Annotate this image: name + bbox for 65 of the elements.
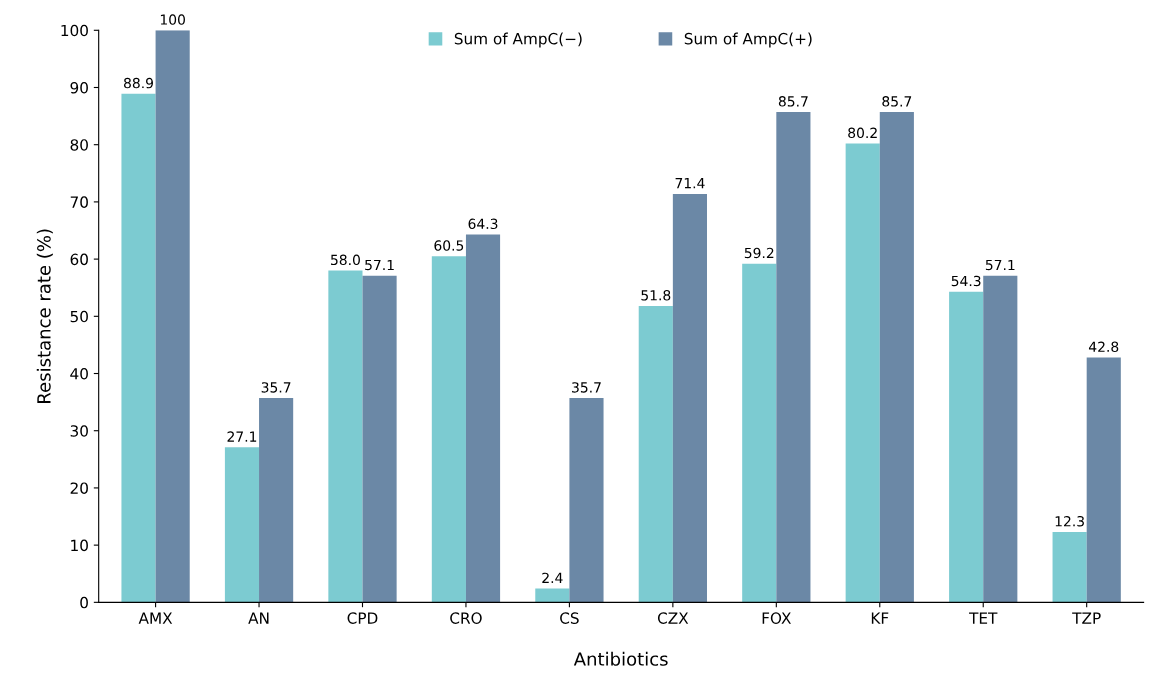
bar: [949, 291, 984, 603]
data-label: 27.1: [227, 431, 257, 442]
data-label: 100: [160, 14, 185, 25]
y-tick-label: 40: [70, 367, 88, 380]
y-tick-label: 10: [71, 539, 88, 552]
bar: [465, 234, 501, 603]
data-label: 54.3: [951, 275, 981, 287]
bar: [362, 275, 397, 603]
data-label: 64.3: [468, 218, 498, 230]
bar: [742, 263, 777, 603]
data-label: 42.8: [1088, 341, 1119, 353]
x-tick-label: CS: [560, 612, 579, 624]
data-label: 57.1: [365, 259, 394, 271]
y-tick-label: 70: [70, 196, 88, 208]
y-tick-label: 0: [80, 596, 88, 609]
data-label: 35.7: [572, 382, 601, 393]
x-tick-label: TET: [969, 612, 998, 624]
x-tick-label: AMX: [138, 612, 173, 624]
data-label: 59.2: [744, 247, 774, 259]
bar: [845, 143, 880, 603]
y-tick-label: 30: [70, 425, 88, 437]
x-tick-label: TZP: [1072, 612, 1101, 624]
legend-label: Sum of AmpC(+): [684, 32, 812, 48]
bar: [776, 112, 811, 603]
bar: [155, 30, 190, 603]
data-label: 58.0: [331, 254, 360, 266]
bar: [638, 306, 673, 603]
y-tick-label: 20: [70, 482, 88, 494]
data-label: 85.7: [778, 96, 808, 107]
bar: [983, 275, 1018, 603]
data-label: 60.5: [434, 240, 464, 251]
bar: [224, 447, 260, 603]
data-label: 57.1: [985, 259, 1015, 271]
y-tick-label: 100: [61, 24, 88, 37]
x-tick-label: CRO: [450, 612, 482, 624]
bar: [121, 93, 156, 603]
bar: [259, 398, 294, 603]
bar: [879, 112, 914, 603]
data-label: 35.7: [261, 382, 291, 393]
data-label: 80.2: [848, 127, 877, 139]
x-tick-label: AN: [248, 612, 269, 624]
data-label: 51.8: [641, 290, 671, 301]
data-label: 85.7: [882, 96, 912, 107]
data-label: 71.4: [675, 178, 705, 189]
x-tick-label: CPD: [347, 612, 378, 624]
y-tick-label: 60: [70, 253, 88, 266]
y-axis-title: Resistance rate (%): [36, 229, 53, 403]
data-label: 12.3: [1055, 516, 1084, 527]
x-tick-label: FOX: [762, 612, 791, 624]
bar: [328, 270, 363, 603]
x-axis-title: Antibiotics: [573, 651, 668, 666]
legend-label: Sum of AmpC(−): [454, 32, 582, 48]
bar: [1086, 357, 1121, 603]
bar: [672, 193, 707, 603]
y-tick-label: 90: [70, 81, 88, 94]
y-tick-label: 50: [70, 310, 88, 323]
bar: [535, 588, 570, 603]
x-tick-label: KF: [871, 612, 889, 624]
x-tick-label: CZX: [657, 612, 689, 624]
data-label: 88.9: [123, 77, 153, 89]
bar: [569, 398, 604, 603]
bar: [431, 256, 466, 603]
data-label: 2.4: [542, 572, 563, 583]
y-tick-label: 80: [70, 139, 88, 151]
bar: [1052, 531, 1087, 603]
